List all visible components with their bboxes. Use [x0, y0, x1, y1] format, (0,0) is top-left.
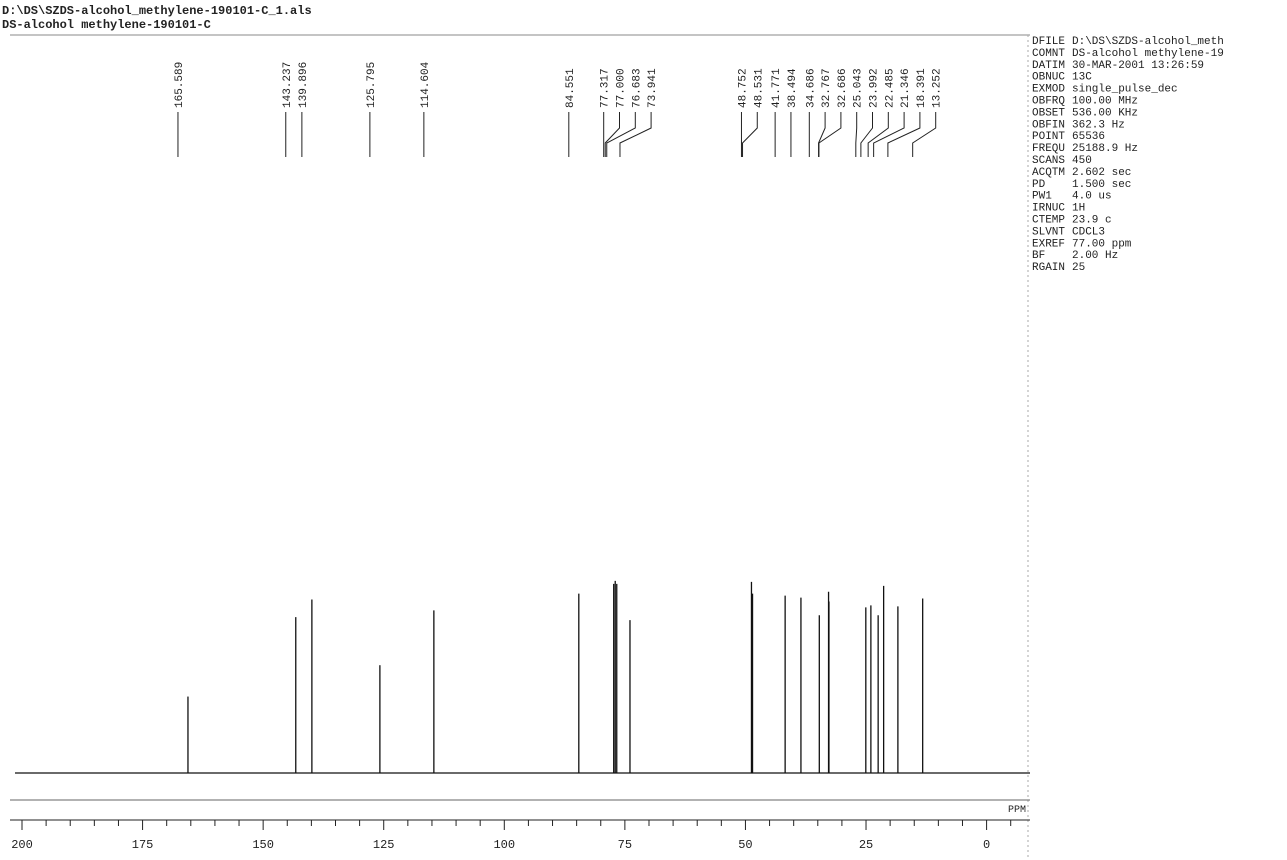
- peak-connector: [855, 112, 858, 157]
- param-value: 362.3 Hz: [1072, 119, 1125, 131]
- peak-label: 143.237: [282, 62, 294, 108]
- x-tick-label: 75: [618, 838, 632, 852]
- param-key: EXREF: [1032, 238, 1065, 250]
- param-value: 25: [1072, 262, 1085, 274]
- param-key: PW1: [1032, 191, 1052, 203]
- peak-connector: [742, 112, 758, 157]
- peak-label: 77.000: [615, 68, 627, 108]
- peak-connector: [867, 112, 889, 157]
- param-key: SCANS: [1032, 155, 1065, 167]
- param-key: DATIM: [1032, 60, 1065, 72]
- peak-label: 139.896: [298, 62, 310, 108]
- chart-title: DS-alcohol methylene-190101-C: [2, 18, 211, 32]
- x-tick-label: 175: [132, 838, 154, 852]
- param-value: single_pulse_dec: [1072, 84, 1178, 96]
- peak-connector: [912, 112, 937, 157]
- x-tick-label: 25: [859, 838, 873, 852]
- x-tick-label: 150: [252, 838, 274, 852]
- peak-label: 32.686: [837, 68, 849, 108]
- peak-connector: [818, 112, 826, 157]
- peak-connector: [818, 112, 842, 157]
- peak-label: 34.686: [805, 68, 817, 108]
- param-value: 65536: [1072, 131, 1105, 143]
- x-axis-label: PPM: [1008, 805, 1026, 816]
- peak-label: 125.795: [366, 62, 378, 108]
- peak-connector: [604, 112, 620, 157]
- peak-label: 165.589: [174, 62, 186, 108]
- peak-label: 23.992: [869, 68, 881, 108]
- param-value: DS-alcohol methylene-19: [1072, 48, 1224, 60]
- param-key: ACQTM: [1032, 167, 1065, 179]
- param-value: D:\DS\SZDS-alcohol_meth: [1072, 36, 1224, 48]
- peak-label: 32.767: [821, 68, 833, 108]
- param-value: 23.9 c: [1072, 215, 1112, 227]
- x-tick-label: 100: [493, 838, 515, 852]
- param-value: 536.00 KHz: [1072, 107, 1138, 119]
- x-tick-label: 200: [11, 838, 33, 852]
- peak-label: 21.346: [900, 68, 912, 108]
- peak-label: 77.317: [600, 68, 612, 108]
- param-value: 1.500 sec: [1072, 179, 1131, 191]
- peak-label: 13.252: [932, 68, 944, 108]
- param-value: 2.602 sec: [1072, 167, 1131, 179]
- peak-connector: [860, 112, 874, 157]
- peak-label: 25.043: [853, 68, 865, 108]
- peak-label: 41.771: [771, 68, 783, 108]
- x-tick-label: 125: [373, 838, 395, 852]
- peak-connector: [606, 112, 636, 157]
- peak-label: 38.494: [787, 68, 799, 108]
- peak-label: 22.485: [884, 68, 896, 108]
- file-path: D:\DS\SZDS-alcohol_methylene-190101-C_1.…: [2, 4, 312, 18]
- param-key: PD: [1032, 179, 1046, 191]
- param-key: DFILE: [1032, 36, 1065, 48]
- param-key: BF: [1032, 250, 1045, 262]
- peak-label: 48.531: [753, 68, 765, 108]
- peak-label: 48.752: [737, 68, 749, 108]
- param-key: FREQU: [1032, 143, 1065, 155]
- peak-label: 114.604: [420, 61, 432, 108]
- param-key: SLVNT: [1032, 226, 1065, 238]
- param-value: 77.00 ppm: [1072, 238, 1132, 250]
- param-value: 25188.9 Hz: [1072, 143, 1138, 155]
- peak-label: 73.941: [647, 68, 659, 108]
- param-value: 1H: [1072, 203, 1085, 215]
- peak-label: 18.391: [916, 68, 928, 108]
- param-key: POINT: [1032, 131, 1065, 143]
- param-value: 450: [1072, 155, 1092, 167]
- param-value: 100.00 MHz: [1072, 96, 1138, 108]
- param-key: OBSET: [1032, 107, 1065, 119]
- param-value: 13C: [1072, 72, 1092, 84]
- peak-label: 76.683: [631, 68, 643, 108]
- peak-connector: [873, 112, 905, 157]
- param-value: 4.0 us: [1072, 191, 1112, 203]
- peak-label: 84.551: [565, 68, 577, 108]
- param-key: COMNT: [1032, 48, 1065, 60]
- param-value: 30-MAR-2001 13:26:59: [1072, 60, 1204, 72]
- param-key: OBNUC: [1032, 72, 1065, 84]
- param-key: OBFIN: [1032, 119, 1065, 131]
- peak-connector: [619, 112, 652, 157]
- param-key: RGAIN: [1032, 262, 1065, 274]
- param-key: OBFRQ: [1032, 96, 1065, 108]
- x-tick-label: 0: [983, 838, 990, 852]
- param-key: EXMOD: [1032, 84, 1065, 96]
- param-value: CDCL3: [1072, 226, 1105, 238]
- param-key: CTEMP: [1032, 215, 1065, 227]
- x-tick-label: 50: [738, 838, 752, 852]
- param-key: IRNUC: [1032, 203, 1065, 215]
- param-value: 2.00 Hz: [1072, 250, 1118, 262]
- peak-connector: [887, 112, 921, 157]
